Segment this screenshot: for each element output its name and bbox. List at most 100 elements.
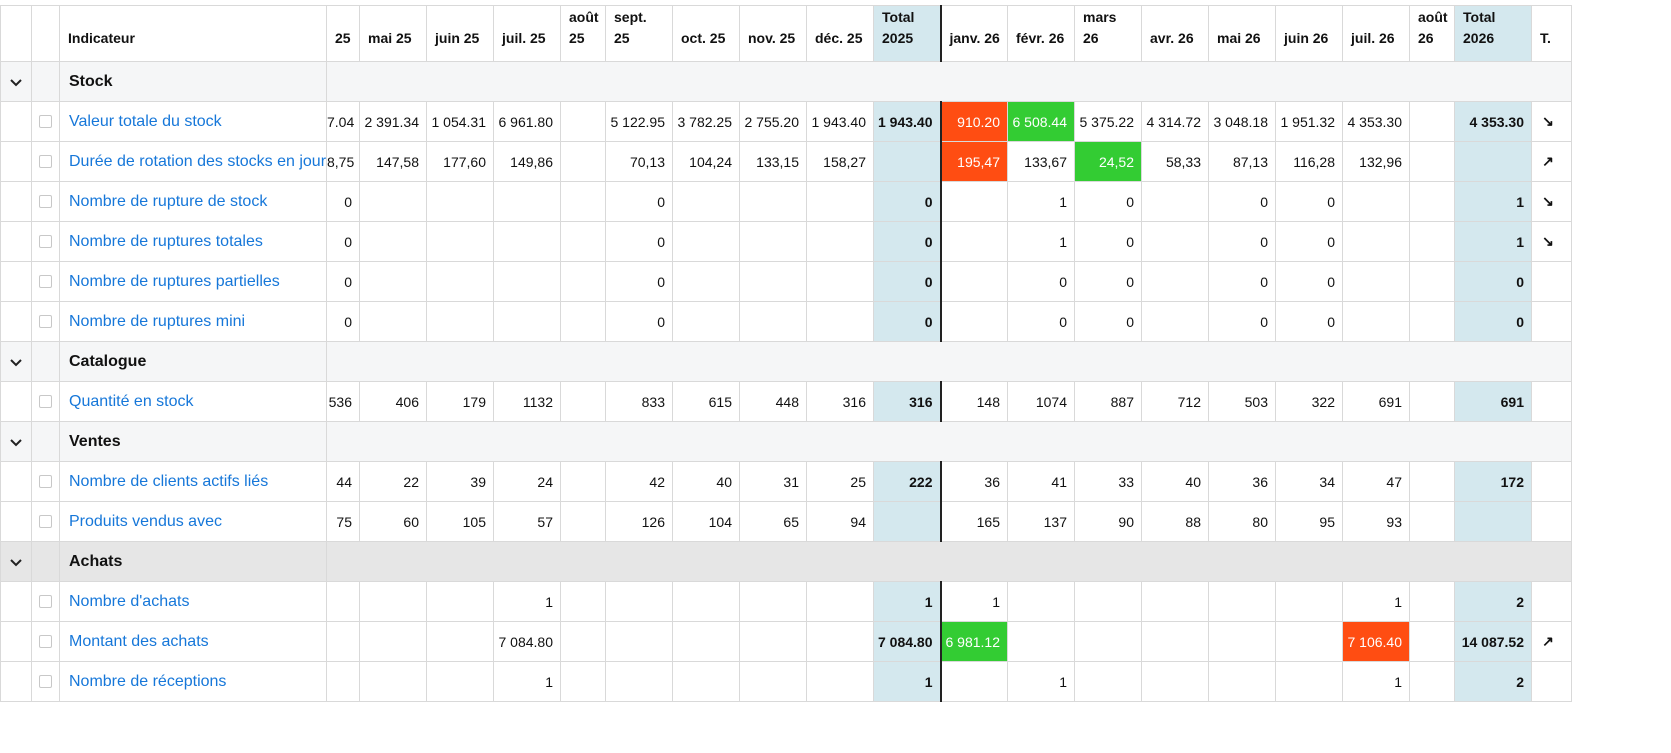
indicator-link[interactable]: Nombre de ruptures totales <box>59 221 327 262</box>
value-cell <box>806 221 874 262</box>
indicator-link[interactable]: Durée de rotation des stocks en jours <box>59 141 327 182</box>
value-cell <box>939 261 1008 302</box>
row-checkbox[interactable] <box>31 661 60 702</box>
total-2025-cell: 7 084.80 <box>873 621 941 662</box>
checkbox-icon[interactable] <box>39 274 52 288</box>
column-header-month[interactable]: mai 25 <box>359 5 427 62</box>
column-header-month[interactable]: août 26 <box>1409 5 1455 62</box>
total-2026-cell: 2 <box>1454 661 1532 702</box>
row-checkbox[interactable] <box>31 501 60 542</box>
value-cell <box>560 141 606 182</box>
indicator-link[interactable]: Nombre de rupture de stock <box>59 181 327 222</box>
group-row-catalogue[interactable]: Catalogue <box>0 341 1572 382</box>
value-cell: 7.04 <box>326 101 360 142</box>
checkbox-icon[interactable] <box>39 594 52 608</box>
row-checkbox[interactable] <box>31 221 60 262</box>
value-cell <box>326 661 360 702</box>
value-cell <box>1409 501 1455 542</box>
value-cell <box>1342 181 1410 222</box>
column-header-month[interactable]: déc. 25 <box>806 5 874 62</box>
row-checkbox[interactable] <box>31 181 60 222</box>
value-cell: 33 <box>1074 461 1142 502</box>
row-checkbox[interactable] <box>31 261 60 302</box>
group-row-achats[interactable]: Achats <box>0 541 1572 582</box>
checkbox-icon[interactable] <box>39 394 52 408</box>
indicator-link[interactable]: Nombre de ruptures partielles <box>59 261 327 302</box>
checkbox-icon[interactable] <box>39 114 52 128</box>
checkbox-icon[interactable] <box>39 634 52 648</box>
checkbox-icon[interactable] <box>39 194 52 208</box>
column-header-month[interactable]: 25 <box>326 5 360 62</box>
group-row-stock[interactable]: Stock <box>0 61 1572 102</box>
trend-down-icon: ↘ <box>1531 101 1572 142</box>
value-cell: 4 353.30 <box>1342 101 1410 142</box>
column-header-total-2026[interactable]: Total 2026 <box>1454 5 1532 62</box>
value-cell <box>739 621 807 662</box>
group-row-ventes[interactable]: Ventes <box>0 421 1572 462</box>
chevron-down-icon[interactable] <box>0 341 32 382</box>
value-cell <box>493 181 561 222</box>
checkbox-icon[interactable] <box>39 514 52 528</box>
row-checkbox[interactable] <box>31 461 60 502</box>
row-checkbox[interactable] <box>31 581 60 622</box>
value-cell: 1 054.31 <box>426 101 494 142</box>
column-header-month[interactable]: mai 26 <box>1208 5 1276 62</box>
indicator-link[interactable]: Produits vendus avec <box>59 501 327 542</box>
column-header-trend[interactable]: T. <box>1531 5 1572 62</box>
column-header-month[interactable]: juil. 25 <box>493 5 561 62</box>
value-cell <box>672 661 740 702</box>
value-cell <box>560 381 606 422</box>
indicator-link[interactable]: Valeur totale du stock <box>59 101 327 142</box>
value-cell <box>560 101 606 142</box>
value-cell: 0 <box>1074 261 1142 302</box>
row-checkbox[interactable] <box>31 381 60 422</box>
value-cell <box>359 621 427 662</box>
indicator-link[interactable]: Quantité en stock <box>59 381 327 422</box>
row-checkbox[interactable] <box>31 101 60 142</box>
column-header-month[interactable]: avr. 26 <box>1141 5 1209 62</box>
column-header-month[interactable]: juin 26 <box>1275 5 1343 62</box>
indicator-link[interactable]: Montant des achats <box>59 621 327 662</box>
value-cell: 0 <box>1208 221 1276 262</box>
column-header-indicator[interactable]: Indicateur <box>59 5 327 62</box>
row-checkbox[interactable] <box>31 621 60 662</box>
column-header-month[interactable]: janv. 26 <box>939 5 1008 62</box>
value-cell: 195,47 <box>939 141 1008 182</box>
value-cell <box>1007 581 1075 622</box>
row-checkbox[interactable] <box>31 301 60 342</box>
column-header-month[interactable]: août 25 <box>560 5 606 62</box>
value-cell: 615 <box>672 381 740 422</box>
column-header-month[interactable]: sept. 25 <box>605 5 673 62</box>
checkbox-icon[interactable] <box>39 474 52 488</box>
value-cell <box>806 181 874 222</box>
value-cell: 149,86 <box>493 141 561 182</box>
total-2026-cell: 0 <box>1454 261 1532 302</box>
column-header-total-2025[interactable]: Total 2025 <box>873 5 941 62</box>
checkbox-icon[interactable] <box>39 234 52 248</box>
value-cell <box>739 181 807 222</box>
indicator-link[interactable]: Nombre de clients actifs liés <box>59 461 327 502</box>
column-header-month[interactable]: mars 26 <box>1074 5 1142 62</box>
chevron-down-icon[interactable] <box>0 541 32 582</box>
column-header-month[interactable]: juin 25 <box>426 5 494 62</box>
checkbox-icon[interactable] <box>39 154 52 168</box>
column-header-month[interactable]: oct. 25 <box>672 5 740 62</box>
indicator-link[interactable]: Nombre de ruptures mini <box>59 301 327 342</box>
chevron-down-icon[interactable] <box>0 61 32 102</box>
indicator-link[interactable]: Nombre d'achats <box>59 581 327 622</box>
value-cell: 25 <box>806 461 874 502</box>
select-column-header <box>31 5 60 62</box>
value-cell: 65 <box>739 501 807 542</box>
column-header-month[interactable]: févr. 26 <box>1007 5 1075 62</box>
chevron-down-icon[interactable] <box>0 421 32 462</box>
column-header-month[interactable]: juil. 26 <box>1342 5 1410 62</box>
column-header-month[interactable]: nov. 25 <box>739 5 807 62</box>
value-cell <box>1342 261 1410 302</box>
indicator-link[interactable]: Nombre de réceptions <box>59 661 327 702</box>
checkbox-icon[interactable] <box>39 674 52 688</box>
value-cell <box>1409 661 1455 702</box>
checkbox-icon[interactable] <box>39 314 52 328</box>
row-checkbox[interactable] <box>31 141 60 182</box>
value-cell: 406 <box>359 381 427 422</box>
